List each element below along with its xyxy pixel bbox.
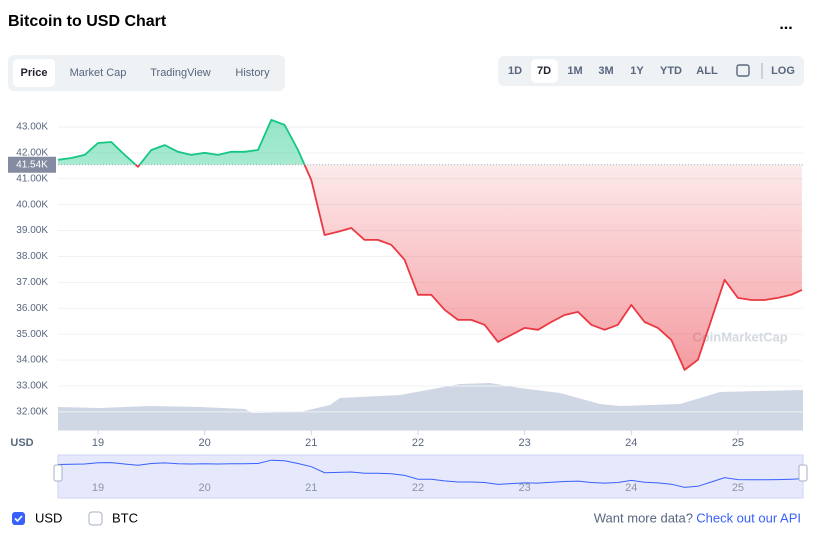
x-axis-label: USD xyxy=(10,437,33,449)
y-tick-label: 36.00K xyxy=(16,303,48,314)
navigator-handle[interactable] xyxy=(53,464,63,482)
y-tick-label: 35.00K xyxy=(16,329,48,340)
navigator[interactable] xyxy=(57,454,804,499)
y-tick-label: 34.00K xyxy=(16,355,48,366)
check xyxy=(14,515,23,523)
x-tick-label: 20 xyxy=(199,437,211,449)
y-tick-label: 32.00K xyxy=(16,407,48,418)
price-line-up xyxy=(58,119,306,165)
price-line-down xyxy=(134,164,803,371)
y-tick-label: 42.00K xyxy=(16,147,48,158)
tab[interactable]: Price xyxy=(21,67,48,79)
y-tick-label: 37.00K xyxy=(16,277,48,288)
y-tick-label: 38.00K xyxy=(16,251,48,262)
title: Bitcoin to USD Chart xyxy=(8,13,167,30)
menu[interactable]: ... xyxy=(779,16,792,33)
btc-checkbox[interactable] xyxy=(88,511,103,526)
range-button[interactable]: YTD xyxy=(660,65,682,77)
navigator-tick-label: 21 xyxy=(305,482,317,494)
y-tick-label: 40.00K xyxy=(16,199,48,210)
tab-group xyxy=(8,55,285,91)
api-link[interactable]: Check out our API xyxy=(696,510,801,525)
navigator-tick-label: 22 xyxy=(412,482,424,494)
y-tick-label: 41.00K xyxy=(16,173,48,184)
navigator-line xyxy=(57,459,802,488)
area-down xyxy=(58,164,802,370)
range-button[interactable]: 1Y xyxy=(630,65,644,77)
y-tick-label: 33.00K xyxy=(16,381,48,392)
x-tick-label: 23 xyxy=(518,437,530,449)
range-selected xyxy=(531,59,558,83)
navigator-handle[interactable] xyxy=(798,464,808,482)
range-button[interactable]: ALL xyxy=(696,65,718,77)
navigator-tick-label: 24 xyxy=(625,482,637,494)
tab[interactable]: Market Cap xyxy=(70,67,127,79)
range-group xyxy=(498,56,804,86)
area-up xyxy=(58,119,305,165)
currency-option[interactable]: USD xyxy=(35,510,62,525)
x-tick-label: 19 xyxy=(92,437,104,449)
tab-selected xyxy=(13,59,55,87)
x-tick-label: 21 xyxy=(305,437,317,449)
navigator-tick-label: 19 xyxy=(92,482,104,494)
range-button[interactable]: 1M xyxy=(567,65,582,77)
currency-option[interactable]: BTC xyxy=(112,510,138,525)
navigator-tick-label: 20 xyxy=(199,482,211,494)
range-button[interactable]: 1D xyxy=(508,65,522,77)
x-tick-label: 25 xyxy=(732,437,744,449)
x-tick-label: 24 xyxy=(625,437,637,449)
y-tick-label: 39.00K xyxy=(16,225,48,236)
range-button[interactable]: 7D xyxy=(537,65,551,77)
current-price-label: 41.54K xyxy=(16,159,48,170)
navigator-tick-label: 25 xyxy=(732,482,744,494)
volume-area xyxy=(58,383,803,430)
footer-prompt: Want more data? xyxy=(594,510,693,525)
range-button[interactable]: 3M xyxy=(598,65,613,77)
usd-checkbox[interactable] xyxy=(12,512,25,525)
navigator-tick-label: 23 xyxy=(518,482,530,494)
tab[interactable]: History xyxy=(235,67,270,79)
watermark: CoinMarketCap xyxy=(692,329,787,344)
current-price-badge xyxy=(8,156,56,173)
log-button[interactable]: LOG xyxy=(771,65,795,77)
tab[interactable]: TradingView xyxy=(150,67,211,79)
x-tick-label: 22 xyxy=(412,437,424,449)
y-tick-label: 43.00K xyxy=(16,122,48,133)
calendar-icon[interactable] xyxy=(736,64,750,77)
